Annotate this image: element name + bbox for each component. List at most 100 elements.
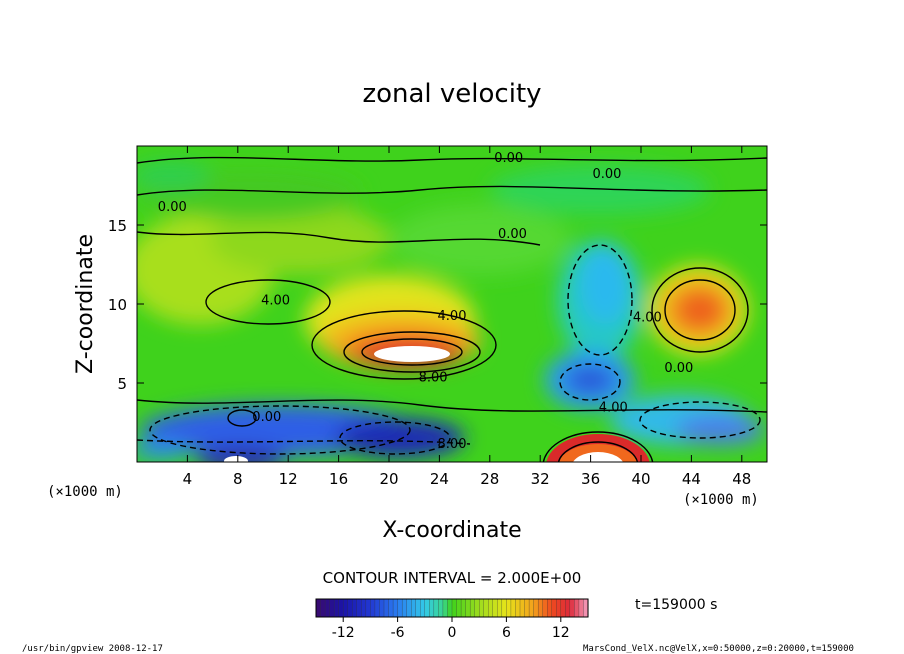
colorbar-cell bbox=[578, 598, 585, 618]
colorbar-cell bbox=[551, 598, 557, 618]
contour-label: 8.00 bbox=[419, 371, 448, 386]
colorbar-cell bbox=[343, 598, 349, 618]
time-label: t=159000 s bbox=[635, 597, 717, 613]
colorbar-cell bbox=[315, 598, 322, 618]
colorbar-cell bbox=[533, 598, 539, 618]
colorbar-cell bbox=[356, 598, 362, 618]
colorbar-cell bbox=[320, 598, 326, 618]
colorbar-cell bbox=[429, 598, 435, 618]
colorbar-cell bbox=[424, 598, 430, 618]
y-axis-label: Z-coordinate bbox=[73, 234, 98, 374]
colorbar-cell bbox=[547, 598, 553, 618]
contour-label: 4.00 bbox=[633, 311, 662, 326]
colorbar-cell bbox=[365, 598, 371, 618]
colorbar-cell bbox=[537, 598, 544, 618]
velocity-bottom-lobe bbox=[546, 434, 650, 462]
colorbar-cell bbox=[528, 598, 535, 618]
colorbar-cell bbox=[374, 598, 381, 618]
x-tick-label: 28 bbox=[480, 470, 499, 488]
colorbar-cell bbox=[401, 598, 408, 618]
contour-label: 0.00 bbox=[593, 167, 622, 182]
x-tick-label: 36 bbox=[581, 470, 600, 488]
negative-contours bbox=[137, 244, 761, 455]
contour-label: 0.00 bbox=[664, 361, 693, 376]
colorbar-cell bbox=[438, 598, 444, 618]
x-tick-label: 24 bbox=[430, 470, 449, 488]
colorbar-cell bbox=[569, 598, 575, 618]
y-tick-label: 10 bbox=[108, 296, 127, 314]
colorbar-tick-label: 0 bbox=[448, 625, 457, 641]
colorbar-cell bbox=[388, 598, 394, 618]
colorbar-cell bbox=[456, 598, 462, 618]
contour-label: 8.00 bbox=[438, 437, 467, 452]
footer-right: MarsCond_VelX.nc@VelX,x=0:50000,z=0:2000… bbox=[583, 644, 854, 654]
colorbar-cell bbox=[506, 598, 512, 618]
colorbar-ticks: -12 -6 0 6 12 bbox=[332, 617, 570, 641]
contour-label: 0.00 bbox=[494, 151, 523, 166]
colorbar-cell bbox=[519, 598, 526, 618]
colorbar-tick-label: -6 bbox=[391, 625, 405, 641]
contour-labels: 0.00 0.00 0.00 0.00 4.00 4.00 4.00 8.00 0.00 4.00… bbox=[158, 151, 693, 452]
contour-interval-text: CONTOUR INTERVAL = 2.000E+00 bbox=[323, 569, 582, 587]
chart-title: zonal velocity bbox=[362, 79, 541, 109]
colorbar-cell bbox=[556, 598, 562, 618]
colorbar-tick-label: 12 bbox=[552, 625, 570, 641]
colorbar-cell bbox=[497, 598, 503, 618]
colorbar-cell bbox=[370, 598, 376, 618]
x-tick-label: 32 bbox=[531, 470, 550, 488]
x-tick-label: 40 bbox=[631, 470, 650, 488]
colorbar-cell bbox=[560, 598, 566, 618]
x-tick-label: 16 bbox=[329, 470, 348, 488]
colorbar-cell bbox=[352, 598, 358, 618]
contour-label: 4.00 bbox=[438, 309, 467, 324]
colorbar-cell bbox=[333, 598, 340, 618]
field-shading bbox=[137, 160, 765, 462]
x-axis-label: X-coordinate bbox=[382, 518, 521, 543]
colorbar-cell bbox=[433, 598, 439, 618]
x-unit-right: (×1000 m) bbox=[683, 492, 759, 508]
colorbar-cell bbox=[460, 598, 467, 618]
colorbar-cell bbox=[465, 598, 471, 618]
contour-label: 0.00 bbox=[252, 410, 281, 425]
colorbar-cell bbox=[469, 598, 476, 618]
colorbar-cell bbox=[447, 598, 453, 618]
colorbar-cell bbox=[383, 598, 390, 618]
colorbar-tick-label: 6 bbox=[502, 625, 511, 641]
colorbar bbox=[315, 598, 589, 618]
x-tick-label: 44 bbox=[682, 470, 701, 488]
colorbar-cell bbox=[324, 598, 331, 618]
contour-label: 0.00 bbox=[158, 200, 187, 215]
colorbar-cell bbox=[329, 598, 335, 618]
x-axis: 4 8 12 16 20 24 28 32 36 40 44 48 bbox=[183, 146, 751, 488]
colorbar-cell bbox=[451, 598, 458, 618]
colorbar-cell bbox=[361, 598, 367, 618]
colorbar-cell bbox=[406, 598, 412, 618]
x-tick-label: 20 bbox=[379, 470, 398, 488]
colorbar-cell bbox=[524, 598, 530, 618]
colorbar-cell bbox=[501, 598, 507, 618]
colorbar-cell bbox=[492, 598, 498, 618]
colorbar-cell bbox=[574, 598, 580, 618]
contour-label: 0.00 bbox=[498, 227, 527, 242]
colorbar-cell bbox=[474, 598, 480, 618]
contour-lines bbox=[137, 156, 767, 462]
colorbar-cell bbox=[338, 598, 344, 618]
colorbar-cell bbox=[510, 598, 517, 618]
x-tick-label: 48 bbox=[732, 470, 751, 488]
colorbar-cell bbox=[483, 598, 489, 618]
x-tick-label: 4 bbox=[183, 470, 193, 488]
velocity-field: 0.00 0.00 0.00 0.00 4.00 4.00 4.00 8.00 0.00 4.00… bbox=[137, 146, 767, 462]
colorbar-tick-label: -12 bbox=[332, 625, 355, 641]
contour-label: 4.00 bbox=[599, 401, 628, 416]
colorbar-cell bbox=[479, 598, 485, 618]
colorbar-cell bbox=[392, 598, 399, 618]
footer-left: /usr/bin/gpview 2008-12-17 bbox=[22, 644, 163, 654]
colorbar-cell bbox=[415, 598, 421, 618]
y-axis: 5 10 15 bbox=[108, 217, 767, 393]
colorbar-cell bbox=[442, 598, 449, 618]
colorbar-cell bbox=[542, 598, 548, 618]
colorbar-cell bbox=[515, 598, 521, 618]
colorbar-cell bbox=[411, 598, 417, 618]
